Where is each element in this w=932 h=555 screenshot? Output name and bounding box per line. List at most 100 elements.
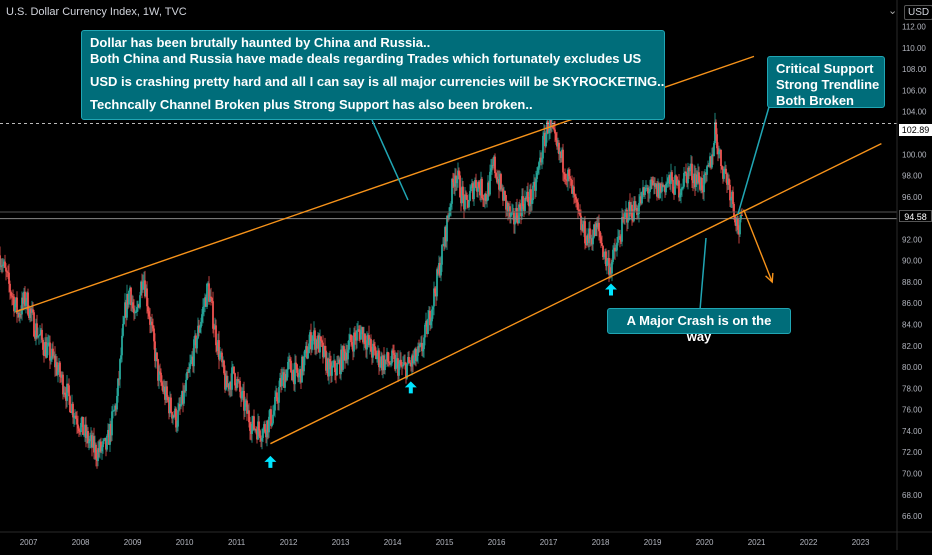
y-tick-label: 78.00	[902, 384, 923, 393]
candle-body	[405, 363, 407, 379]
candle-body	[99, 441, 101, 453]
candle-body	[191, 356, 193, 361]
candle-body	[108, 429, 110, 445]
candle-body	[623, 217, 625, 219]
up-arrow-icon	[605, 283, 617, 296]
candle-body	[380, 356, 382, 366]
candle-body	[586, 235, 588, 246]
candle-body	[682, 186, 684, 189]
candle-body	[206, 283, 208, 307]
candle-body	[387, 352, 389, 362]
candle-body	[536, 172, 538, 179]
candle-body	[672, 180, 674, 193]
candle-body	[694, 173, 696, 187]
candle-body	[57, 370, 59, 375]
candle-body	[210, 296, 212, 299]
candle-body	[72, 403, 74, 418]
candle-body	[577, 202, 579, 210]
candle-body	[139, 295, 141, 308]
candle-body	[207, 283, 209, 285]
chevron-menu-icon[interactable]: ⌄	[888, 5, 898, 17]
candle-body	[612, 249, 614, 262]
candle-body	[128, 291, 130, 305]
candle-body	[425, 320, 427, 325]
candle-body	[25, 301, 27, 306]
candle-body	[469, 191, 471, 201]
candle-body	[704, 173, 706, 175]
candle-body	[499, 174, 501, 190]
candle-body	[115, 405, 117, 410]
candle-body	[582, 224, 584, 232]
candle-body	[684, 171, 686, 173]
candle-body	[92, 436, 94, 448]
candle-body	[573, 186, 575, 195]
candle-body	[311, 340, 313, 350]
candle-body	[427, 318, 429, 334]
candle-body	[132, 302, 134, 309]
candle-body	[641, 192, 643, 204]
candle-body	[618, 236, 620, 238]
candle-body	[151, 321, 153, 326]
candle-body	[554, 129, 556, 134]
candle-body	[195, 335, 197, 349]
candle-body	[692, 180, 694, 183]
candle-body	[476, 187, 478, 192]
candle-body	[630, 204, 632, 214]
x-tick-label: 2019	[644, 538, 662, 547]
candle-body	[71, 403, 73, 413]
candle-body	[305, 346, 307, 350]
candle-body	[250, 430, 252, 434]
candle-body	[391, 350, 393, 364]
candle-body	[626, 209, 628, 223]
candle-body	[711, 154, 713, 168]
currency-unit[interactable]: USD	[904, 5, 932, 20]
candle-body	[599, 231, 601, 238]
candle-body	[65, 394, 67, 401]
candle-body	[662, 184, 664, 187]
candle-body	[328, 359, 330, 377]
candle-body	[665, 183, 667, 193]
candle-body	[310, 332, 312, 350]
candle-body	[560, 151, 562, 159]
candle-body	[464, 194, 466, 210]
candle-body	[124, 302, 126, 318]
candle-body	[113, 410, 115, 412]
candle-body	[502, 188, 504, 201]
candle-body	[286, 369, 288, 381]
candle-body	[6, 271, 8, 273]
candle-body	[524, 197, 526, 212]
candle-body	[247, 410, 249, 414]
candle-body	[613, 247, 615, 250]
candle-body	[260, 438, 262, 441]
candle-body	[240, 391, 242, 399]
candle-body	[611, 261, 613, 274]
candle-body	[198, 325, 200, 333]
candle-body	[482, 198, 484, 199]
candle-body	[410, 362, 412, 367]
candle-body	[580, 215, 582, 230]
candle-body	[44, 342, 46, 356]
candle-body	[526, 191, 528, 199]
candle-body	[165, 386, 167, 400]
candle-body	[174, 408, 176, 417]
candle-body	[98, 448, 100, 453]
candle-body	[302, 356, 304, 372]
candle-body	[632, 217, 634, 221]
candle-body	[533, 181, 535, 186]
candle-body	[8, 272, 10, 284]
candle-body	[514, 221, 516, 225]
candle-body	[7, 272, 9, 273]
candle-body	[152, 325, 154, 329]
candle-body	[507, 202, 509, 212]
candle-body	[335, 372, 337, 376]
candle-body	[485, 193, 487, 202]
candle-body	[706, 166, 708, 175]
candle-body	[15, 297, 17, 304]
candle-body	[720, 149, 722, 167]
candle-body	[312, 336, 314, 341]
candle-body	[689, 169, 691, 172]
candle-body	[693, 173, 695, 183]
candle-body	[398, 363, 400, 376]
